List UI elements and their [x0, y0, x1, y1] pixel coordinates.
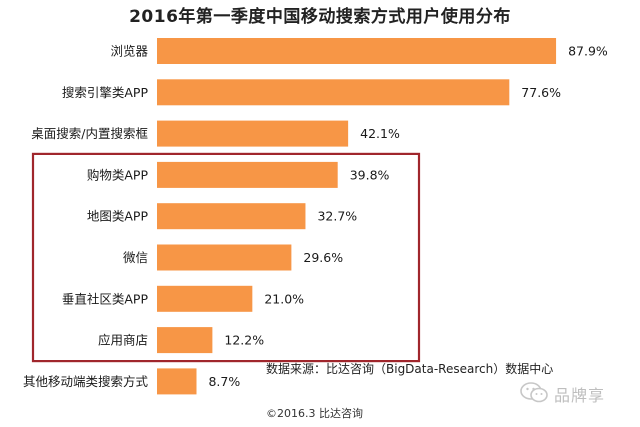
category-label: 地图类APP: [87, 209, 149, 224]
bar: [157, 285, 253, 312]
copyright-note: ©2016.3 比达咨询: [266, 407, 363, 420]
value-label: 8.7%: [208, 374, 240, 389]
category-label: 浏览器: [110, 44, 148, 59]
bar: [157, 38, 557, 64]
value-label: 87.9%: [568, 44, 608, 59]
category-label: 桌面搜索/内置搜索框: [31, 126, 148, 141]
bar: [157, 79, 510, 106]
bar: [157, 120, 349, 147]
source-note: 数据来源：比达咨询（BigData-Research）数据中心: [266, 362, 554, 376]
bar: [157, 368, 197, 395]
category-label: 购物类APP: [87, 167, 149, 182]
chart-title: 2016年第一季度中国移动搜索方式用户使用分布: [129, 7, 511, 27]
value-label: 32.7%: [317, 209, 357, 224]
bar: [157, 244, 292, 271]
value-label: 42.1%: [360, 126, 400, 141]
value-label: 39.8%: [350, 167, 390, 182]
value-label: 12.2%: [224, 333, 264, 348]
category-label: 垂直社区类APP: [62, 291, 149, 306]
highlight-box: [31, 152, 421, 363]
watermark-text: 品牌享: [554, 386, 606, 405]
bar: [157, 203, 306, 230]
bar: [157, 161, 338, 188]
value-label: 77.6%: [521, 85, 561, 100]
value-label: 29.6%: [303, 250, 343, 265]
value-label: 21.0%: [264, 291, 304, 306]
category-label: 微信: [123, 250, 148, 265]
wechat-icon: [520, 382, 548, 403]
bar: [157, 327, 213, 354]
category-label: 应用商店: [98, 333, 148, 348]
category-label: 搜索引擎类APP: [62, 85, 149, 100]
wechat-watermark: 品牌享: [520, 379, 632, 407]
category-label: 其他移动端类搜索方式: [23, 374, 149, 389]
